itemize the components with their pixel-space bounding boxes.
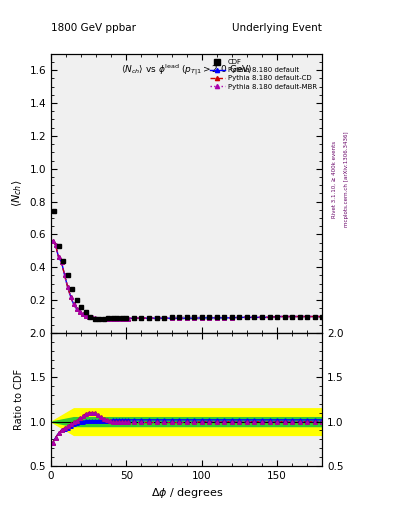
Y-axis label: $\langle N_{ch}\rangle$: $\langle N_{ch}\rangle$ [11,180,24,207]
X-axis label: $\Delta\phi$ / degrees: $\Delta\phi$ / degrees [151,486,223,500]
Text: Underlying Event: Underlying Event [232,23,322,33]
Text: 1800 GeV ppbar: 1800 GeV ppbar [51,23,136,33]
Text: $\langle N_{ch}\rangle$ vs $\phi^{\rm lead}$ ($p_{T|1} > 2.0$ GeV): $\langle N_{ch}\rangle$ vs $\phi^{\rm le… [121,62,252,78]
Text: CDF, 2001, 04251499: CDF, 2001, 04251499 [152,316,221,321]
Text: mcplots.cern.ch [arXiv:1306.3436]: mcplots.cern.ch [arXiv:1306.3436] [344,132,349,227]
Y-axis label: Ratio to CDF: Ratio to CDF [14,369,24,430]
Text: Rivet 3.1.10, ≥ 400k events: Rivet 3.1.10, ≥ 400k events [332,141,337,218]
Legend: CDF, Pythia 8.180 default, Pythia 8.180 default-CD, Pythia 8.180 default-MBR: CDF, Pythia 8.180 default, Pythia 8.180 … [208,57,319,92]
